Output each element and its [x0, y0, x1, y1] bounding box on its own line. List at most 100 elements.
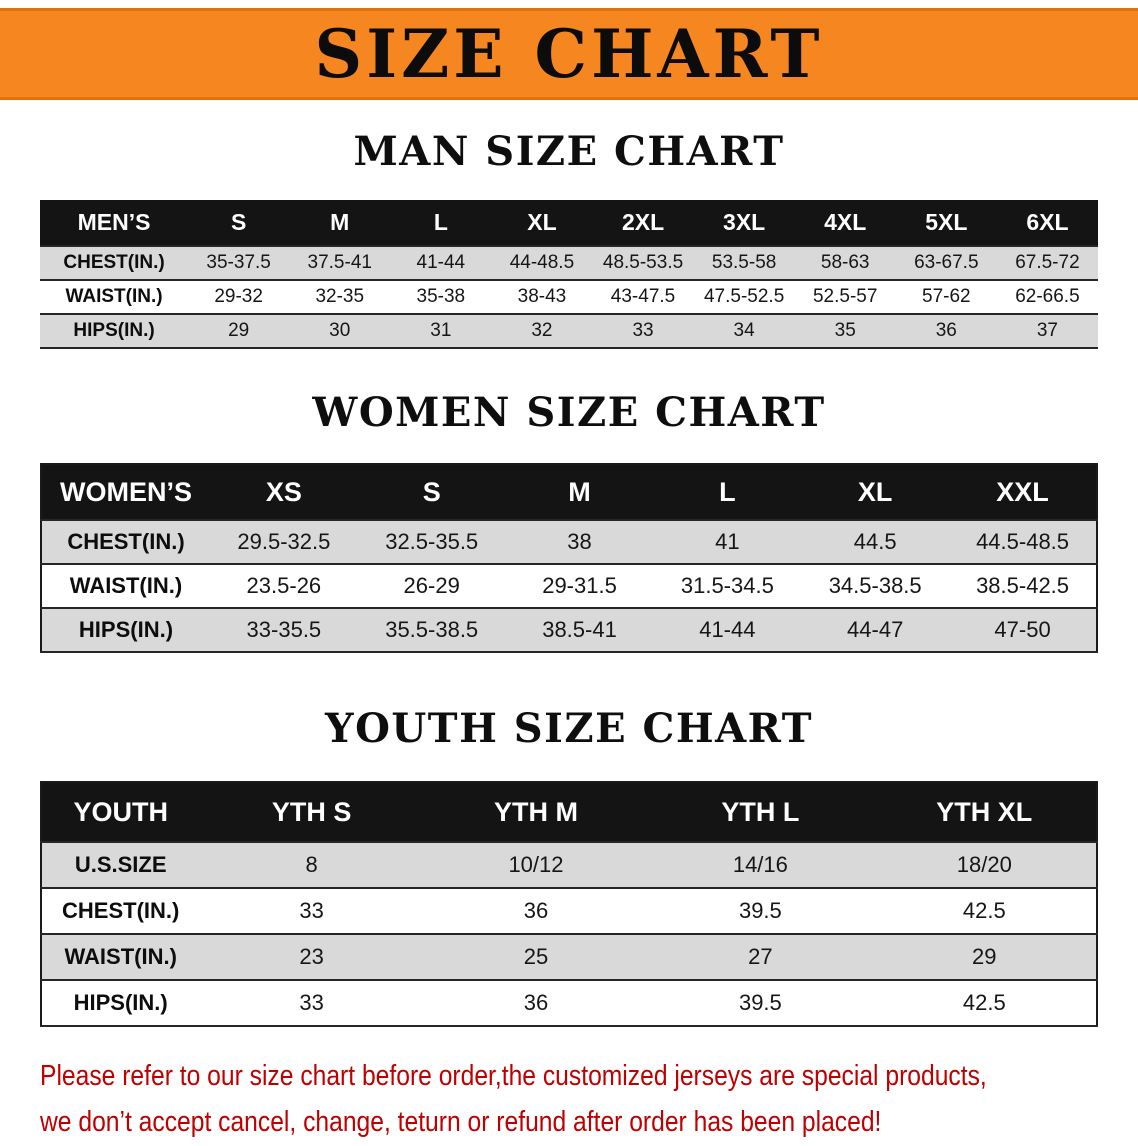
size-value-cell: 62-66.5 — [1015, 286, 1080, 307]
size-value-cell: 14/16 — [732, 852, 788, 877]
measurement-row: CHEST(IN.) 33 36 39.5 42.5 — [41, 888, 1097, 934]
youth-size-table: YOUTH YTH S YTH M YTH L YTH XL U.S.SIZE 8 10/12… — [40, 781, 1098, 1027]
size-value-cell: 29 — [972, 944, 997, 969]
size-value-cell: 23.5-26 — [246, 573, 322, 598]
size-column-header: 4XL — [794, 200, 896, 246]
size-value-cell: 27 — [748, 944, 773, 969]
table-title-cell: WOMEN’S — [41, 464, 210, 520]
measurement-row: HIPS(IN.) 33-35.5 35.5-38.5 38.5-41 41-44 44-… — [41, 608, 1097, 652]
size-value-cell: 67.5-72 — [1015, 252, 1080, 273]
size-value-cell: 38 — [567, 529, 592, 554]
size-value-cell: 26-29 — [403, 573, 460, 598]
youth-section-heading: YOUTH SIZE CHART — [325, 705, 813, 752]
size-value-cell: 43-47.5 — [610, 286, 676, 307]
men-section-heading: MAN SIZE CHART — [353, 128, 785, 175]
measurement-row: CHEST(IN.) 29.5-32.5 32.5-35.5 38 41 44.5 44.5… — [41, 520, 1097, 564]
table-title-cell: YOUTH — [41, 782, 200, 842]
size-value-cell: 32.5-35.5 — [385, 529, 479, 554]
measurement-row: WAIST(IN.) 29-32 32-35 35-38 38-43 43-47.5 47.… — [40, 280, 1098, 314]
page-title: SIZE CHART — [314, 15, 824, 93]
size-value-cell: 47-50 — [994, 617, 1051, 642]
size-value-cell: 44-48.5 — [509, 252, 575, 273]
size-value-cell: 30 — [329, 320, 351, 341]
size-chart-banner: SIZE CHART — [0, 8, 1138, 100]
size-value-cell: 37.5-41 — [307, 252, 372, 273]
size-value-cell: 57-62 — [922, 286, 971, 307]
size-column-header: M — [505, 464, 654, 520]
size-column-header: XL — [491, 200, 593, 246]
row-label-cell: HIPS(IN.) — [73, 320, 155, 341]
size-value-cell: 29 — [228, 320, 250, 341]
size-column-header: S — [357, 464, 506, 520]
measurement-row: U.S.SIZE 8 10/12 14/16 18/20 — [41, 842, 1097, 888]
size-value-cell: 35 — [834, 320, 856, 341]
size-value-cell: 44-47 — [847, 617, 904, 642]
measurement-row: WAIST(IN.) 23.5-26 26-29 29-31.5 31.5-34.5 34… — [41, 564, 1097, 608]
size-value-cell: 48.5-53.5 — [602, 252, 684, 273]
size-column-header: 6XL — [996, 200, 1098, 246]
size-value-cell: 44.5 — [853, 529, 897, 554]
size-value-cell: 39.5 — [738, 990, 782, 1015]
disclaimer-note: Please refer to our size chart before or… — [0, 1053, 1138, 1146]
size-value-cell: 37 — [1036, 320, 1058, 341]
size-value-cell: 34.5-38.5 — [828, 573, 922, 598]
size-column-header: YTH M — [423, 782, 649, 842]
row-label-cell: CHEST(IN.) — [63, 252, 165, 273]
measurement-row: HIPS(IN.) 33 36 39.5 42.5 — [41, 980, 1097, 1026]
disclaimer-line-1: Please refer to our size chart before or… — [40, 1060, 987, 1092]
size-value-cell: 23 — [299, 944, 324, 969]
size-value-cell: 38.5-41 — [542, 617, 617, 642]
size-value-cell: 41-44 — [416, 252, 466, 273]
size-value-cell: 38-43 — [517, 286, 567, 307]
row-label-cell: CHEST(IN.) — [67, 529, 185, 554]
women-section-heading: WOMEN SIZE CHART — [312, 389, 826, 436]
size-value-cell: 63-67.5 — [914, 252, 979, 273]
size-value-cell: 53.5-58 — [711, 252, 777, 273]
row-label-cell: WAIST(IN.) — [69, 573, 183, 598]
size-value-cell: 33 — [299, 990, 324, 1015]
disclaimer-line-2: we don’t accept cancel, change, teturn o… — [40, 1106, 882, 1139]
size-value-cell: 32-35 — [315, 286, 365, 307]
size-value-cell: 47.5-52.5 — [703, 286, 785, 307]
size-column-header: YTH XL — [872, 782, 1097, 842]
size-value-cell: 36 — [935, 320, 957, 341]
size-value-cell: 33 — [632, 320, 654, 341]
size-value-cell: 29-31.5 — [542, 573, 617, 598]
size-value-cell: 18/20 — [956, 852, 1012, 877]
size-value-cell: 42.5 — [962, 990, 1006, 1015]
women-size-table: WOMEN’S XS S M L XL XXL CHEST(IN.) 29.5-32.5 32.5… — [40, 463, 1098, 653]
size-value-cell: 10/12 — [508, 852, 564, 877]
size-column-header: M — [289, 200, 391, 246]
size-value-cell: 39.5 — [738, 898, 782, 923]
size-value-cell: 25 — [523, 944, 549, 969]
size-value-cell: 52.5-57 — [812, 286, 878, 307]
size-value-cell: 31.5-34.5 — [680, 573, 774, 598]
size-column-header: L — [653, 464, 802, 520]
size-value-cell: 29.5-32.5 — [237, 529, 331, 554]
size-column-header: L — [390, 200, 492, 246]
size-value-cell: 36 — [523, 990, 549, 1015]
row-label-cell: U.S.SIZE — [74, 852, 167, 877]
size-column-header: 3XL — [693, 200, 795, 246]
measurement-row: WAIST(IN.) 23 25 27 29 — [41, 934, 1097, 980]
size-value-cell: 31 — [430, 320, 452, 341]
row-label-cell: HIPS(IN.) — [78, 617, 174, 642]
size-value-cell: 35.5-38.5 — [385, 617, 479, 642]
size-value-cell: 41 — [715, 529, 740, 554]
size-column-header: XS — [209, 464, 358, 520]
size-value-cell: 32 — [531, 320, 553, 341]
size-value-cell: 58-63 — [820, 252, 870, 273]
size-value-cell: 42.5 — [962, 898, 1006, 923]
size-value-cell: 33 — [299, 898, 324, 923]
row-label-cell: WAIST(IN.) — [64, 944, 177, 969]
row-label-cell: WAIST(IN.) — [65, 286, 163, 307]
row-label-cell: HIPS(IN.) — [73, 990, 168, 1015]
size-value-cell: 8 — [305, 852, 318, 877]
size-column-header: 5XL — [895, 200, 997, 246]
size-value-cell: 33-35.5 — [246, 617, 322, 642]
row-label-cell: CHEST(IN.) — [62, 898, 180, 923]
measurement-row: CHEST(IN.) 35-37.5 37.5-41 41-44 44-48.5 48.5… — [40, 246, 1098, 280]
size-value-cell: 35-37.5 — [206, 252, 271, 273]
size-value-cell: 29-32 — [214, 286, 263, 307]
size-column-header: S — [188, 200, 290, 246]
